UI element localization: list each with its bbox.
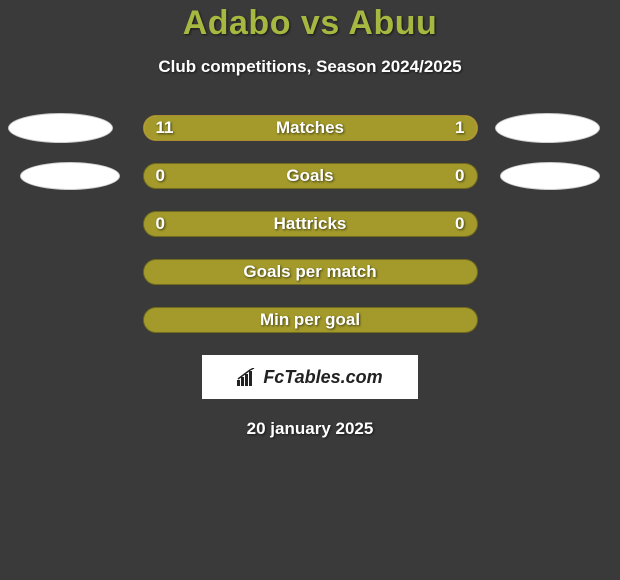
team-badge-right <box>495 113 600 143</box>
date-text: 20 january 2025 <box>0 419 620 439</box>
team-badge-left <box>8 113 113 143</box>
stat-row-hattricks: 0 Hattricks 0 <box>0 211 620 237</box>
stats-content: 11 Matches 1 0 Goals 0 0 Hattricks 0 Goa… <box>0 115 620 439</box>
header: Adabo vs Abuu Club competitions, Season … <box>0 0 620 77</box>
stat-label: Matches <box>144 118 477 138</box>
logo-label: FcTables.com <box>263 367 382 388</box>
chart-icon <box>237 368 259 386</box>
stat-label: Min per goal <box>144 310 477 330</box>
stat-label: Hattricks <box>144 214 477 234</box>
stat-row-mpg: Min per goal <box>0 307 620 333</box>
stat-bar-matches: 11 Matches 1 <box>143 115 478 141</box>
page-subtitle: Club competitions, Season 2024/2025 <box>0 57 620 77</box>
stat-row-gpm: Goals per match <box>0 259 620 285</box>
stat-right-value: 0 <box>455 166 464 186</box>
stat-label: Goals <box>144 166 477 186</box>
stat-bar-mpg: Min per goal <box>143 307 478 333</box>
stat-bar-hattricks: 0 Hattricks 0 <box>143 211 478 237</box>
logo-text: FcTables.com <box>237 367 382 388</box>
stat-bar-gpm: Goals per match <box>143 259 478 285</box>
stat-right-value: 0 <box>455 214 464 234</box>
stat-bar-goals: 0 Goals 0 <box>143 163 478 189</box>
team-badge-right <box>500 162 600 190</box>
stat-row-goals: 0 Goals 0 <box>0 163 620 189</box>
page-title: Adabo vs Abuu <box>0 4 620 43</box>
stat-label: Goals per match <box>144 262 477 282</box>
stat-row-matches: 11 Matches 1 <box>0 115 620 141</box>
team-badge-left <box>20 162 120 190</box>
logo-box[interactable]: FcTables.com <box>202 355 418 399</box>
stat-right-value: 1 <box>455 118 464 138</box>
